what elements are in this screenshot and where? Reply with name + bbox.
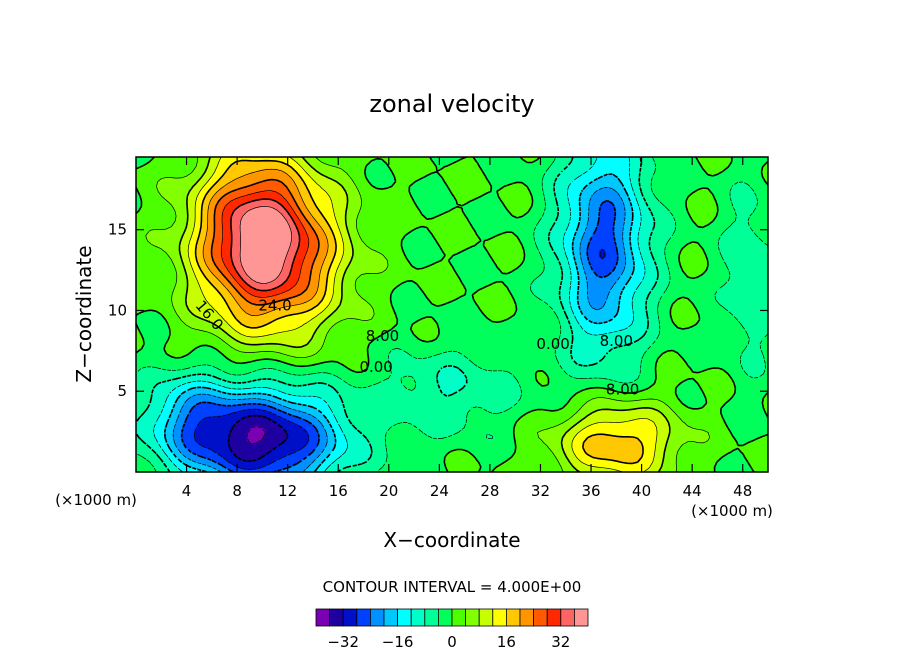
contour-interval-text: CONTOUR INTERVAL = 4.000E+00 bbox=[323, 578, 582, 596]
contour-label: 8.00 bbox=[600, 332, 633, 350]
x-tick-label: 4 bbox=[182, 482, 192, 500]
contour-lines bbox=[135, 156, 769, 473]
colorbar-swatch bbox=[342, 608, 358, 627]
x-tick-label: 28 bbox=[480, 482, 499, 500]
chart-title: zonal velocity bbox=[369, 90, 534, 118]
contour-line bbox=[220, 190, 310, 298]
colorbar-swatch bbox=[369, 608, 385, 627]
contour-label: 8.00 bbox=[606, 380, 639, 398]
contour-line bbox=[145, 156, 711, 473]
x-tick-label: 36 bbox=[581, 482, 600, 500]
colorbar-tick-label: 32 bbox=[551, 633, 570, 651]
x-tick-label: 32 bbox=[531, 482, 550, 500]
colorbar-swatch bbox=[546, 608, 562, 627]
y-tick-label: 5 bbox=[117, 382, 127, 400]
contour-label: 0.00 bbox=[359, 358, 392, 376]
contour-line bbox=[180, 199, 619, 473]
contour-line bbox=[230, 198, 301, 292]
x-tick-label: 12 bbox=[278, 482, 297, 500]
y-axis-label: Z−coordinate bbox=[72, 245, 96, 382]
colorbar-swatch bbox=[424, 608, 439, 627]
x-tick-label: 40 bbox=[632, 482, 651, 500]
x-axis-label: X−coordinate bbox=[383, 528, 520, 552]
colorbar-swatch bbox=[519, 608, 535, 627]
colorbar-tick-label: −16 bbox=[382, 633, 414, 651]
colorbar-swatch bbox=[315, 608, 331, 627]
contour-line bbox=[163, 173, 635, 473]
contour-line bbox=[194, 159, 644, 465]
colorbar-swatch bbox=[465, 608, 480, 627]
colorbar-tick-label: 16 bbox=[497, 633, 516, 651]
y-tick-label: 10 bbox=[108, 301, 127, 319]
x-tick-label: 24 bbox=[430, 482, 449, 500]
x-axis-unit-left: (×1000 m) bbox=[55, 491, 137, 509]
colorbar-swatch bbox=[383, 608, 399, 627]
contour-line bbox=[187, 156, 658, 473]
contour-line bbox=[153, 156, 646, 473]
contour-label: 24.0 bbox=[258, 296, 291, 314]
contour-label: 8.00 bbox=[366, 327, 399, 345]
colorbar-swatch bbox=[478, 608, 494, 627]
colorbar-swatch bbox=[437, 608, 453, 627]
colorbar: −32 −16 0 16 32 bbox=[315, 608, 589, 651]
colorbar-tick-label: 0 bbox=[447, 633, 457, 651]
x-tick-label: 20 bbox=[379, 482, 398, 500]
colorbar-swatch bbox=[505, 608, 521, 627]
colorbar-swatch bbox=[329, 608, 344, 627]
x-tick-label: 44 bbox=[683, 482, 702, 500]
plot-frame bbox=[135, 156, 769, 473]
x-axis-unit-right: (×1000 m) bbox=[691, 502, 773, 520]
x-tick-label: 16 bbox=[329, 482, 348, 500]
colorbar-swatch bbox=[451, 608, 467, 627]
colorbar-tick-label: −32 bbox=[327, 633, 359, 651]
contour-line bbox=[239, 205, 293, 284]
contour-line bbox=[135, 156, 769, 473]
x-tick-label: 8 bbox=[232, 482, 242, 500]
contour-line bbox=[172, 187, 626, 473]
contour-line bbox=[178, 156, 671, 473]
colorbar-swatch bbox=[560, 608, 575, 627]
contour-label: 0.00 bbox=[536, 335, 569, 353]
contour-line bbox=[202, 168, 329, 317]
plot-area: 24.016.08.000.000.00 8.008.00 bbox=[135, 156, 769, 473]
colorbar-swatch bbox=[492, 608, 507, 627]
colorbar-swatch bbox=[410, 608, 426, 627]
colorbar-swatch bbox=[533, 608, 548, 627]
colorbar-swatch bbox=[397, 608, 412, 627]
velocity-field bbox=[136, 157, 768, 472]
contour-line bbox=[135, 156, 659, 473]
colorbar-swatch bbox=[574, 608, 589, 627]
contour-line bbox=[210, 178, 320, 306]
contour-line bbox=[227, 414, 289, 462]
contour-line bbox=[135, 156, 769, 473]
contour-line bbox=[246, 426, 266, 445]
y-tick-label: 15 bbox=[108, 221, 127, 239]
y-axis: 5 10 15 bbox=[108, 221, 768, 400]
x-tick-label: 48 bbox=[733, 482, 752, 500]
colorbar-swatch bbox=[356, 608, 371, 627]
x-axis: 4 8 12 16 20 24 28 32 36 40 44 48 bbox=[182, 157, 752, 500]
